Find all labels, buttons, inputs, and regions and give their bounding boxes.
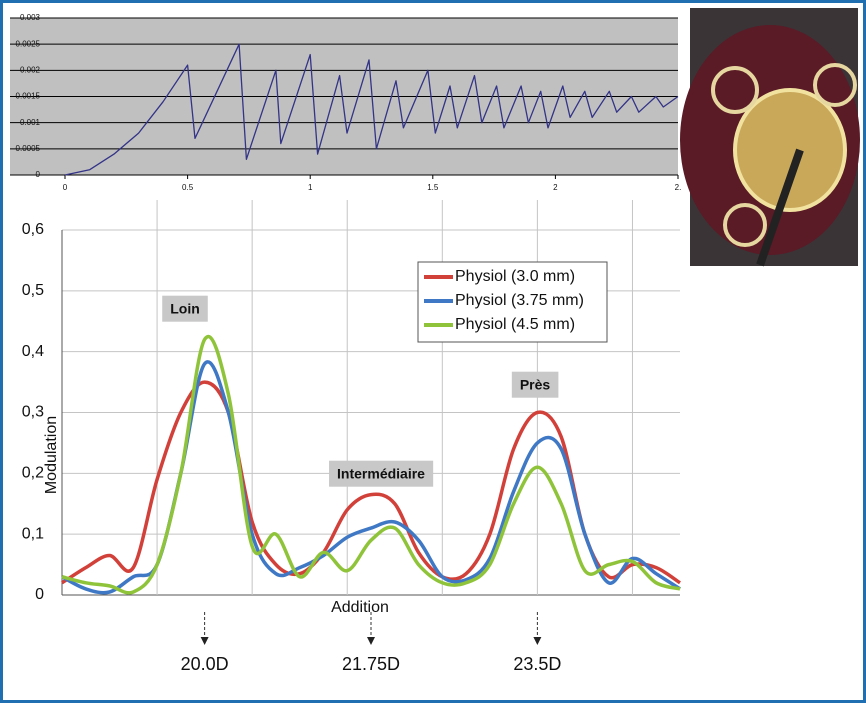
x-axis-label: Addition bbox=[331, 599, 389, 616]
x-tick-label: 2. bbox=[675, 183, 682, 192]
photo-haptic bbox=[711, 66, 759, 114]
annotation-box bbox=[511, 371, 559, 398]
x-tick-label: 0.5 bbox=[182, 183, 194, 192]
y-axis-label: Modulation bbox=[43, 416, 60, 494]
y-tick-label: 0 bbox=[35, 586, 44, 603]
legend-label: Physiol (3.75 mm) bbox=[455, 292, 584, 309]
y-tick-label: 0 bbox=[36, 170, 41, 179]
annotation-box bbox=[162, 295, 208, 322]
data-line bbox=[64, 43, 679, 176]
y-tick-label: 0,6 bbox=[22, 221, 44, 238]
x-tick-label: 1 bbox=[308, 183, 313, 192]
annotation-box bbox=[329, 460, 434, 487]
y-tick-label: 0,4 bbox=[22, 343, 44, 360]
photo-haptic bbox=[813, 63, 857, 107]
marker-label: 20.0D bbox=[181, 654, 229, 674]
y-tick-label: 0,3 bbox=[22, 404, 44, 421]
y-tick-label: 0.003 bbox=[20, 13, 41, 22]
x-tick-label: 2 bbox=[553, 183, 558, 192]
legend-label: Physiol (3.0 mm) bbox=[455, 268, 575, 285]
marker-arrowhead bbox=[200, 637, 209, 645]
marker-label: 23.5D bbox=[513, 654, 561, 674]
y-tick-label: 0,1 bbox=[22, 525, 44, 542]
marker-arrowhead bbox=[533, 637, 542, 645]
y-tick-label: 0.0025 bbox=[16, 39, 41, 48]
legend-label: Physiol (4.5 mm) bbox=[455, 316, 575, 333]
marker-label: 21.75D bbox=[342, 654, 400, 674]
y-tick-label: 0.0005 bbox=[16, 144, 41, 153]
y-tick-label: 0.001 bbox=[20, 118, 41, 127]
y-tick-label: 0,5 bbox=[22, 282, 44, 299]
annotation: Loin bbox=[170, 301, 200, 317]
photo-haptic bbox=[723, 203, 767, 247]
photo-lens bbox=[733, 88, 847, 212]
y-tick-label: 0,2 bbox=[22, 465, 44, 482]
marker-arrowhead bbox=[367, 637, 375, 645]
annotation: Près bbox=[520, 377, 551, 393]
x-tick-label: 0 bbox=[63, 183, 68, 192]
photo bbox=[680, 8, 860, 267]
annotation: Intermédiaire bbox=[337, 466, 425, 482]
data-line bbox=[61, 335, 681, 595]
y-tick-label: 0.002 bbox=[20, 65, 41, 74]
legend: Physiol (3.0 mm) Physiol (3.75 mm) Physiol… bbox=[417, 261, 608, 343]
photo-tool bbox=[756, 148, 804, 267]
y-tick-label: 0.0015 bbox=[16, 92, 41, 101]
x-tick-label: 1.5 bbox=[427, 183, 439, 192]
